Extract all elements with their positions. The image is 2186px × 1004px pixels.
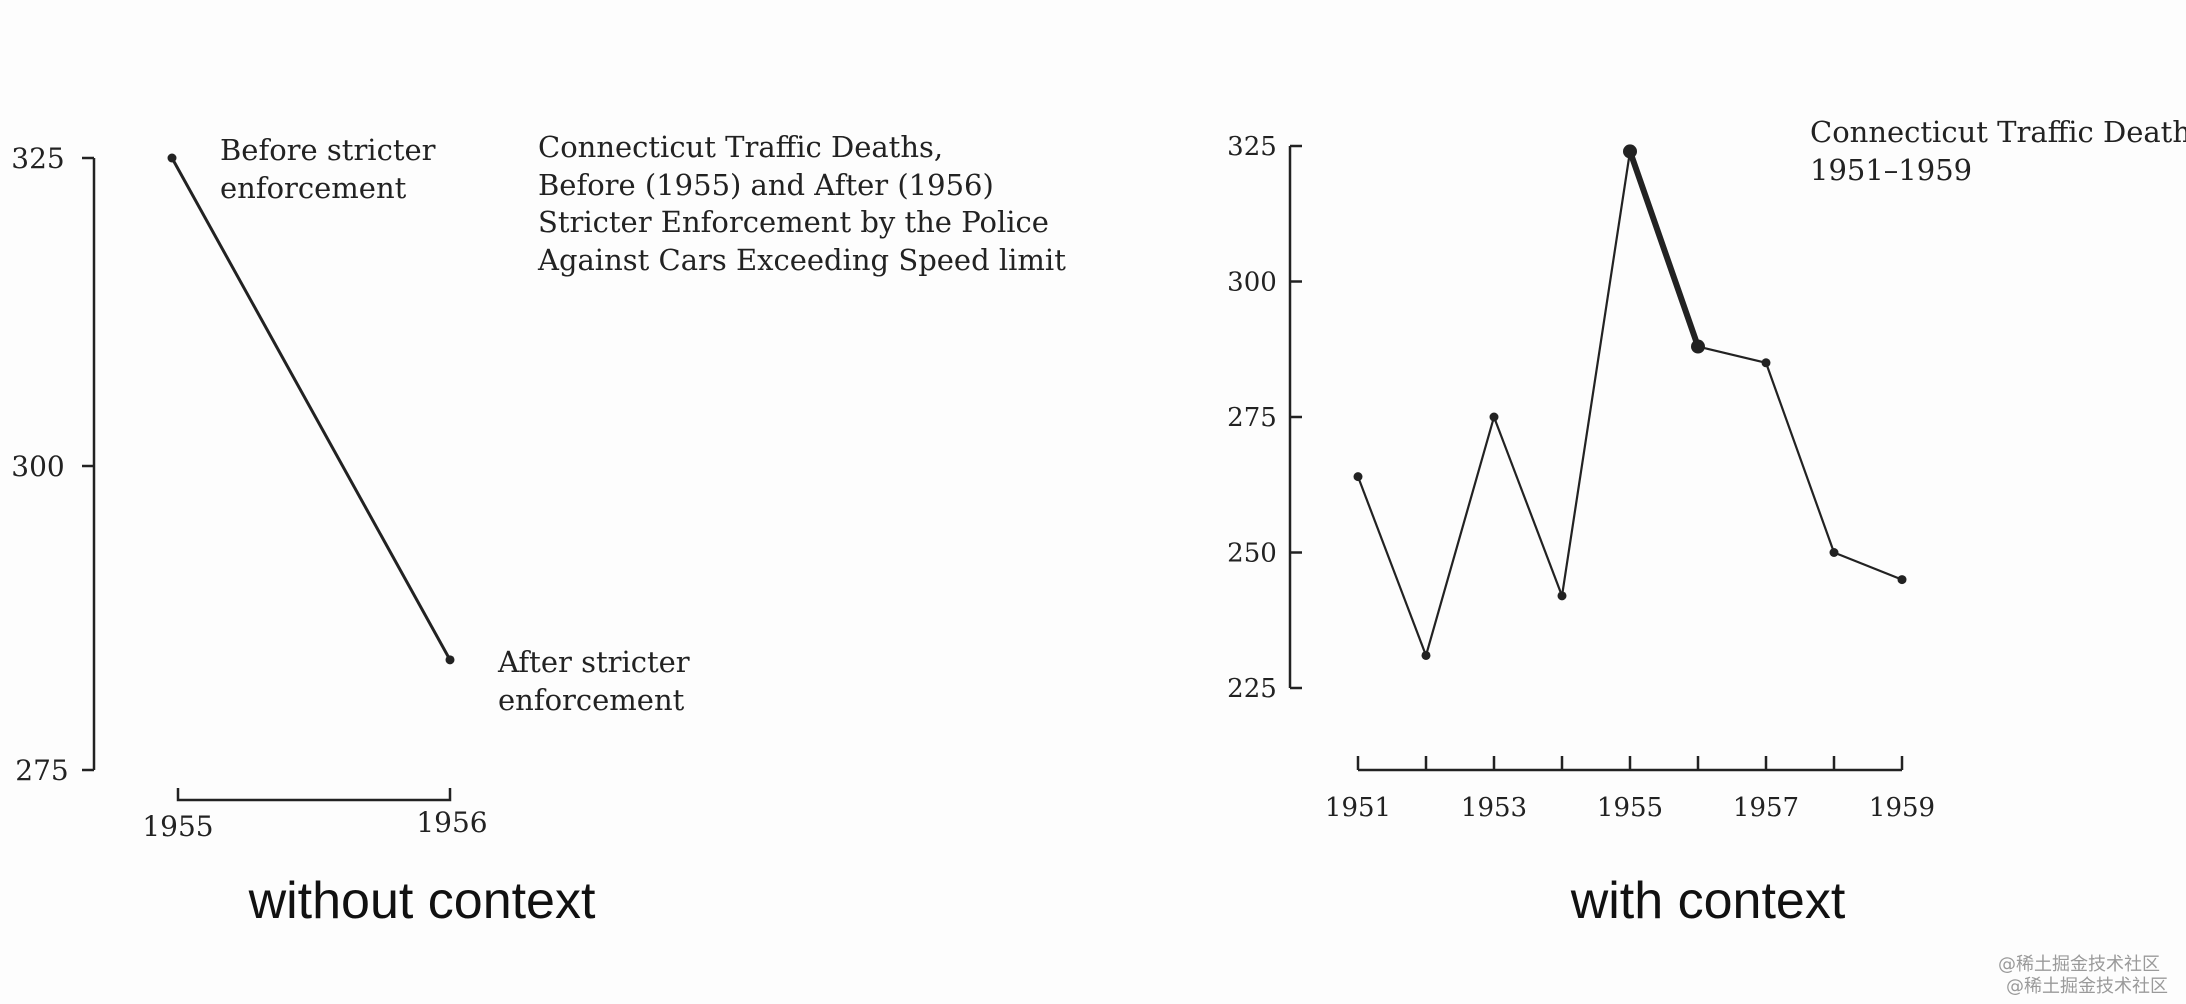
right-x-tick-label: 1957 [1733, 793, 1799, 823]
right-data-point [1489, 412, 1499, 422]
annotation-before-line1: Before stricter [220, 133, 436, 167]
right-data-point [1897, 575, 1907, 585]
left-y-tick-label: 300 [11, 450, 64, 483]
right-chart-title-line1: Connecticut Traffic Deaths, [1810, 115, 2186, 149]
right-data-point [1761, 358, 1771, 368]
left-chart-title-line1: Connecticut Traffic Deaths, [538, 130, 943, 164]
right-series-segment [1424, 416, 1496, 656]
right-data-point [1353, 472, 1363, 482]
left-chart-title-line2: Before (1955) and After (1956) [538, 168, 994, 202]
annotation-after-line2: enforcement [498, 683, 685, 717]
right-series-segment [1833, 551, 1903, 581]
right-x-tick-label: 1953 [1461, 793, 1527, 823]
right-y-tick-label: 225 [1227, 674, 1277, 704]
right-highlight-segment [1627, 150, 1701, 348]
right-data-point [1421, 650, 1431, 660]
left-chart-title-line3: Stricter Enforcement by the Police [538, 205, 1049, 239]
right-series-segment [1697, 345, 1767, 364]
right-series-segment [1560, 151, 1632, 597]
left-y-tick-label: 325 [11, 142, 64, 175]
right-highlight-point [1691, 339, 1705, 354]
right-highlight-point [1623, 144, 1637, 159]
right-series-segment [1764, 362, 1836, 553]
right-chart-title-line2: 1951–1959 [1810, 153, 1972, 187]
left-series-line [170, 157, 452, 661]
right-y-ticks: 325 300 275 250 225 [1227, 132, 1302, 704]
left-x-tick-label: 1955 [142, 810, 213, 843]
left-series-marks [167, 153, 455, 665]
right-x-axis: 1951 1953 1955 1957 1959 [1325, 756, 1935, 823]
right-y-tick-label: 300 [1227, 268, 1277, 298]
chart-without-context: 325 300 275 1955 1956 Before stricter en… [11, 130, 1066, 930]
caption-with-context: with context [1570, 872, 1846, 930]
right-y-tick-label: 325 [1227, 132, 1277, 162]
left-y-tick-label: 275 [15, 754, 68, 787]
right-series-segment [1492, 416, 1564, 597]
left-data-point [167, 153, 177, 163]
right-series-marks [1353, 144, 1907, 660]
right-data-point [1829, 548, 1839, 557]
right-y-tick-label: 250 [1227, 539, 1277, 569]
left-chart-title-line4: Against Cars Exceeding Speed limit [537, 243, 1066, 277]
annotation-after-line1: After stricter [497, 645, 690, 679]
left-x-axis [176, 788, 452, 802]
watermark-line1: @稀土掘金技术社区 [1998, 954, 2160, 975]
right-x-tick-label: 1951 [1325, 793, 1391, 823]
chart-with-context: 325 300 275 250 225 1951 1953 1955 1957 1959 Con… [1227, 115, 2186, 930]
left-data-point [445, 655, 455, 665]
right-data-point [1557, 591, 1567, 601]
right-y-tick-label: 275 [1227, 403, 1277, 433]
annotation-before-line2: enforcement [220, 171, 407, 205]
right-x-tick-label: 1959 [1869, 793, 1935, 823]
left-x-tick-label: 1956 [416, 806, 487, 839]
right-series-segment [1356, 476, 1428, 656]
right-x-tick-label: 1955 [1597, 793, 1663, 823]
watermark-line2: @稀土掘金技术社区 [2006, 976, 2168, 997]
caption-without-context: without context [248, 872, 596, 930]
